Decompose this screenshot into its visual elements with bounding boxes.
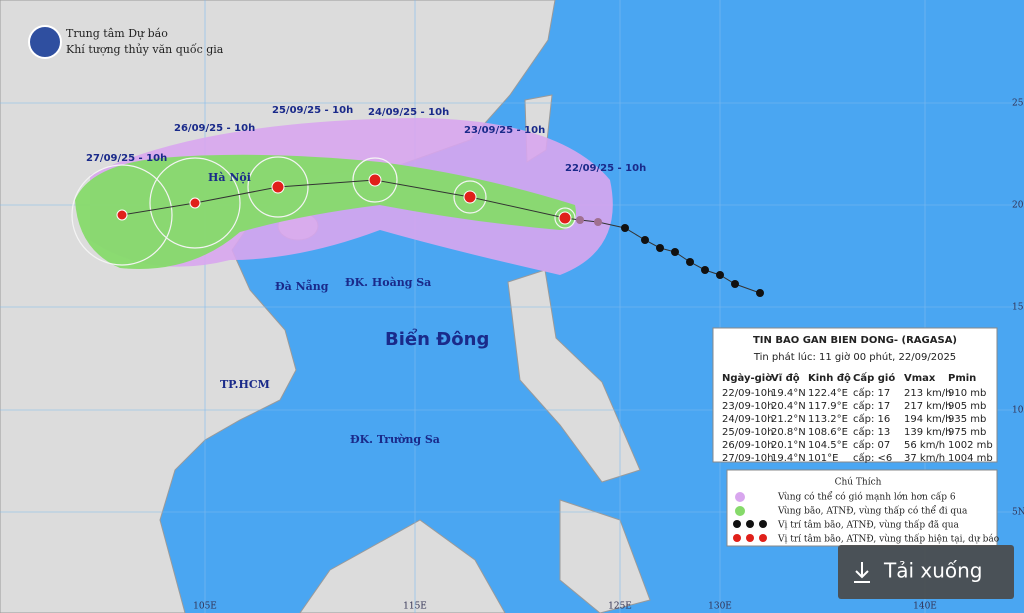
sea-label: Biển Đông (385, 328, 489, 350)
table-header: Vmax (904, 373, 936, 384)
table-cell: 19.4°N (771, 453, 806, 464)
info-issued: Tin phát lúc: 11 giờ 00 phút, 22/09/2025 (753, 351, 956, 363)
lat-label: 15N (1012, 303, 1024, 313)
table-cell: 21.2°N (771, 414, 806, 425)
table-cell: cấp: 16 (853, 413, 890, 425)
logo (28, 25, 62, 59)
download-button[interactable] (838, 545, 1014, 599)
table-cell: 117.9°E (808, 401, 848, 412)
table-cell: 101°E (808, 453, 838, 464)
table-cell: 935 mb (948, 414, 986, 425)
table-cell: 22/09-10h (722, 388, 774, 399)
table-cell: 139 km/h (904, 427, 952, 438)
table-cell: 910 mb (948, 388, 986, 399)
legend-item: Vùng có thể có gió mạnh lớn hơn cấp 6 (777, 491, 956, 503)
lat-label: 10N (1012, 406, 1024, 416)
legend-item: Vị trí tâm bão, ATNĐ, vùng thấp đã qua (777, 520, 959, 531)
table-cell: cấp: 13 (853, 426, 890, 438)
table-cell: cấp: 17 (853, 400, 890, 412)
storm-zone (75, 154, 576, 269)
header-line: Trung tâm Dự báo (66, 27, 168, 40)
table-cell: cấp: 07 (853, 439, 890, 451)
lat-label: 5N (1012, 508, 1024, 518)
legend-title: Chú Thích (835, 477, 882, 488)
table-cell: 37 km/h (904, 453, 945, 464)
uncertainty-circles (71, 156, 576, 266)
track-label: 26/09/25 - 10h (174, 123, 255, 134)
table-cell: 217 km/h (904, 401, 952, 412)
table-cell: 25/09-10h (722, 427, 774, 438)
legend-swatch (735, 492, 745, 502)
table-cell: 24/09-10h (722, 414, 774, 425)
download-label[interactable]: Tải xuống (883, 559, 983, 583)
forecast-positions (116, 173, 572, 225)
place-label: ĐK. Trường Sa (350, 433, 440, 446)
table-header: Pmin (948, 373, 976, 384)
info-box (712, 327, 998, 463)
lat-label: 25N (1012, 99, 1024, 109)
place-label: TP.HCM (220, 378, 270, 391)
table-cell: 20.1°N (771, 440, 806, 451)
table-cell: 108.6°E (808, 427, 848, 438)
table-cell: 20.4°N (771, 401, 806, 412)
legend-item: Vị trí tâm bão, ATNĐ, vùng thấp hiện tại… (777, 534, 999, 545)
track-label: 23/09/25 - 10h (464, 125, 545, 136)
table-cell: 975 mb (948, 427, 986, 438)
info-title: TIN BAO GAN BIEN DONG- (RAGASA) (753, 335, 957, 346)
lon-label: 130E (708, 602, 732, 612)
place-label: Hà Nội (208, 171, 251, 184)
table-cell: cấp: 17 (853, 387, 890, 399)
track-label: 24/09/25 - 10h (368, 107, 449, 118)
past-positions (576, 216, 764, 297)
table-cell: 56 km/h (904, 440, 945, 451)
legend-box (726, 469, 998, 547)
table-cell: 122.4°E (808, 388, 848, 399)
table-header: Kinh độ (808, 372, 851, 384)
table-cell: cấp: <6 (853, 452, 892, 464)
table-header: Vĩ độ (771, 372, 800, 384)
track-label: 27/09/25 - 10h (86, 153, 167, 164)
lat-label: 20N (1012, 201, 1024, 211)
lon-label: 105E (193, 602, 217, 612)
table-cell: 19.4°N (771, 388, 806, 399)
table-cell: 20.8°N (771, 427, 806, 438)
lon-label: 115E (403, 602, 427, 612)
table-cell: 194 km/h (904, 414, 952, 425)
download-icon[interactable] (854, 562, 870, 583)
table-cell: 213 km/h (904, 388, 952, 399)
track-label: 22/09/25 - 10h (565, 163, 646, 174)
track-label: 25/09/25 - 10h (272, 105, 353, 116)
place-label: ĐK. Hoàng Sa (345, 276, 431, 289)
table-cell: 104.5°E (808, 440, 848, 451)
table-cell: 113.2°E (808, 414, 848, 425)
table-cell: 23/09-10h (722, 401, 774, 412)
legend-swatch (735, 506, 745, 516)
table-cell: 1004 mb (948, 453, 993, 464)
table-cell: 905 mb (948, 401, 986, 412)
lon-label: 140E (913, 602, 937, 612)
legend-symbols (733, 520, 767, 528)
legend-symbols (733, 534, 767, 542)
table-cell: 1002 mb (948, 440, 993, 451)
table-cell: 27/09-10h (722, 453, 774, 464)
table-header: Ngày-giờ (722, 372, 773, 384)
place-label: Đà Nẵng (275, 280, 329, 293)
table-header: Cấp gió (853, 371, 895, 384)
header-line: Khí tượng thủy văn quốc gia (66, 43, 224, 56)
lon-label: 125E (608, 602, 632, 612)
legend-item: Vùng bão, ATNĐ, vùng thấp có thể đi qua (777, 505, 968, 517)
table-cell: 26/09-10h (722, 440, 774, 451)
